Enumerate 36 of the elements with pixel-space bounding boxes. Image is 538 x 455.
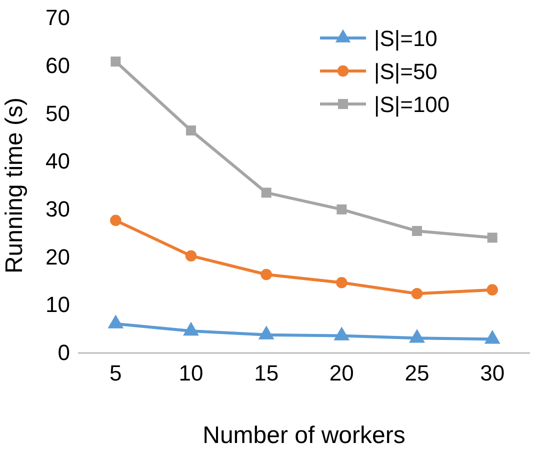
x-axis-title: Number of workers [202,422,406,449]
y-tick-label: 40 [46,148,70,174]
point [110,214,122,226]
point [260,268,272,280]
x-tick-label: 20 [329,360,354,386]
x-tick-label: 5 [110,360,122,386]
legend-label: |S|=50 [374,59,438,84]
x-tick-label: 30 [480,360,505,386]
x-tick-label: 15 [254,360,279,386]
point [186,125,196,136]
y-tick-label: 30 [46,196,70,222]
y-tick-label: 0 [58,340,70,366]
y-tick-label: 10 [46,292,70,318]
point [487,232,498,243]
point [334,326,350,340]
x-tick-label: 25 [404,360,430,386]
x-tick-label: 10 [178,360,204,386]
point [258,326,274,340]
y-tick-label: 50 [46,100,70,126]
legend-label: |S|=10 [374,26,438,51]
point [336,277,348,288]
y-tick-label: 20 [46,244,70,270]
y-tick-label: 70 [46,5,70,30]
point [336,204,347,214]
point [411,288,423,300]
y-tick-label: 60 [46,52,70,78]
point [183,322,199,336]
point [108,314,124,328]
legend-label: |S|=100 [374,92,450,117]
point [409,328,425,343]
point [486,284,498,296]
point [185,250,197,262]
point [484,330,500,344]
y-axis-title: Running time (s) [1,97,28,274]
point [261,188,272,198]
point [412,226,422,236]
